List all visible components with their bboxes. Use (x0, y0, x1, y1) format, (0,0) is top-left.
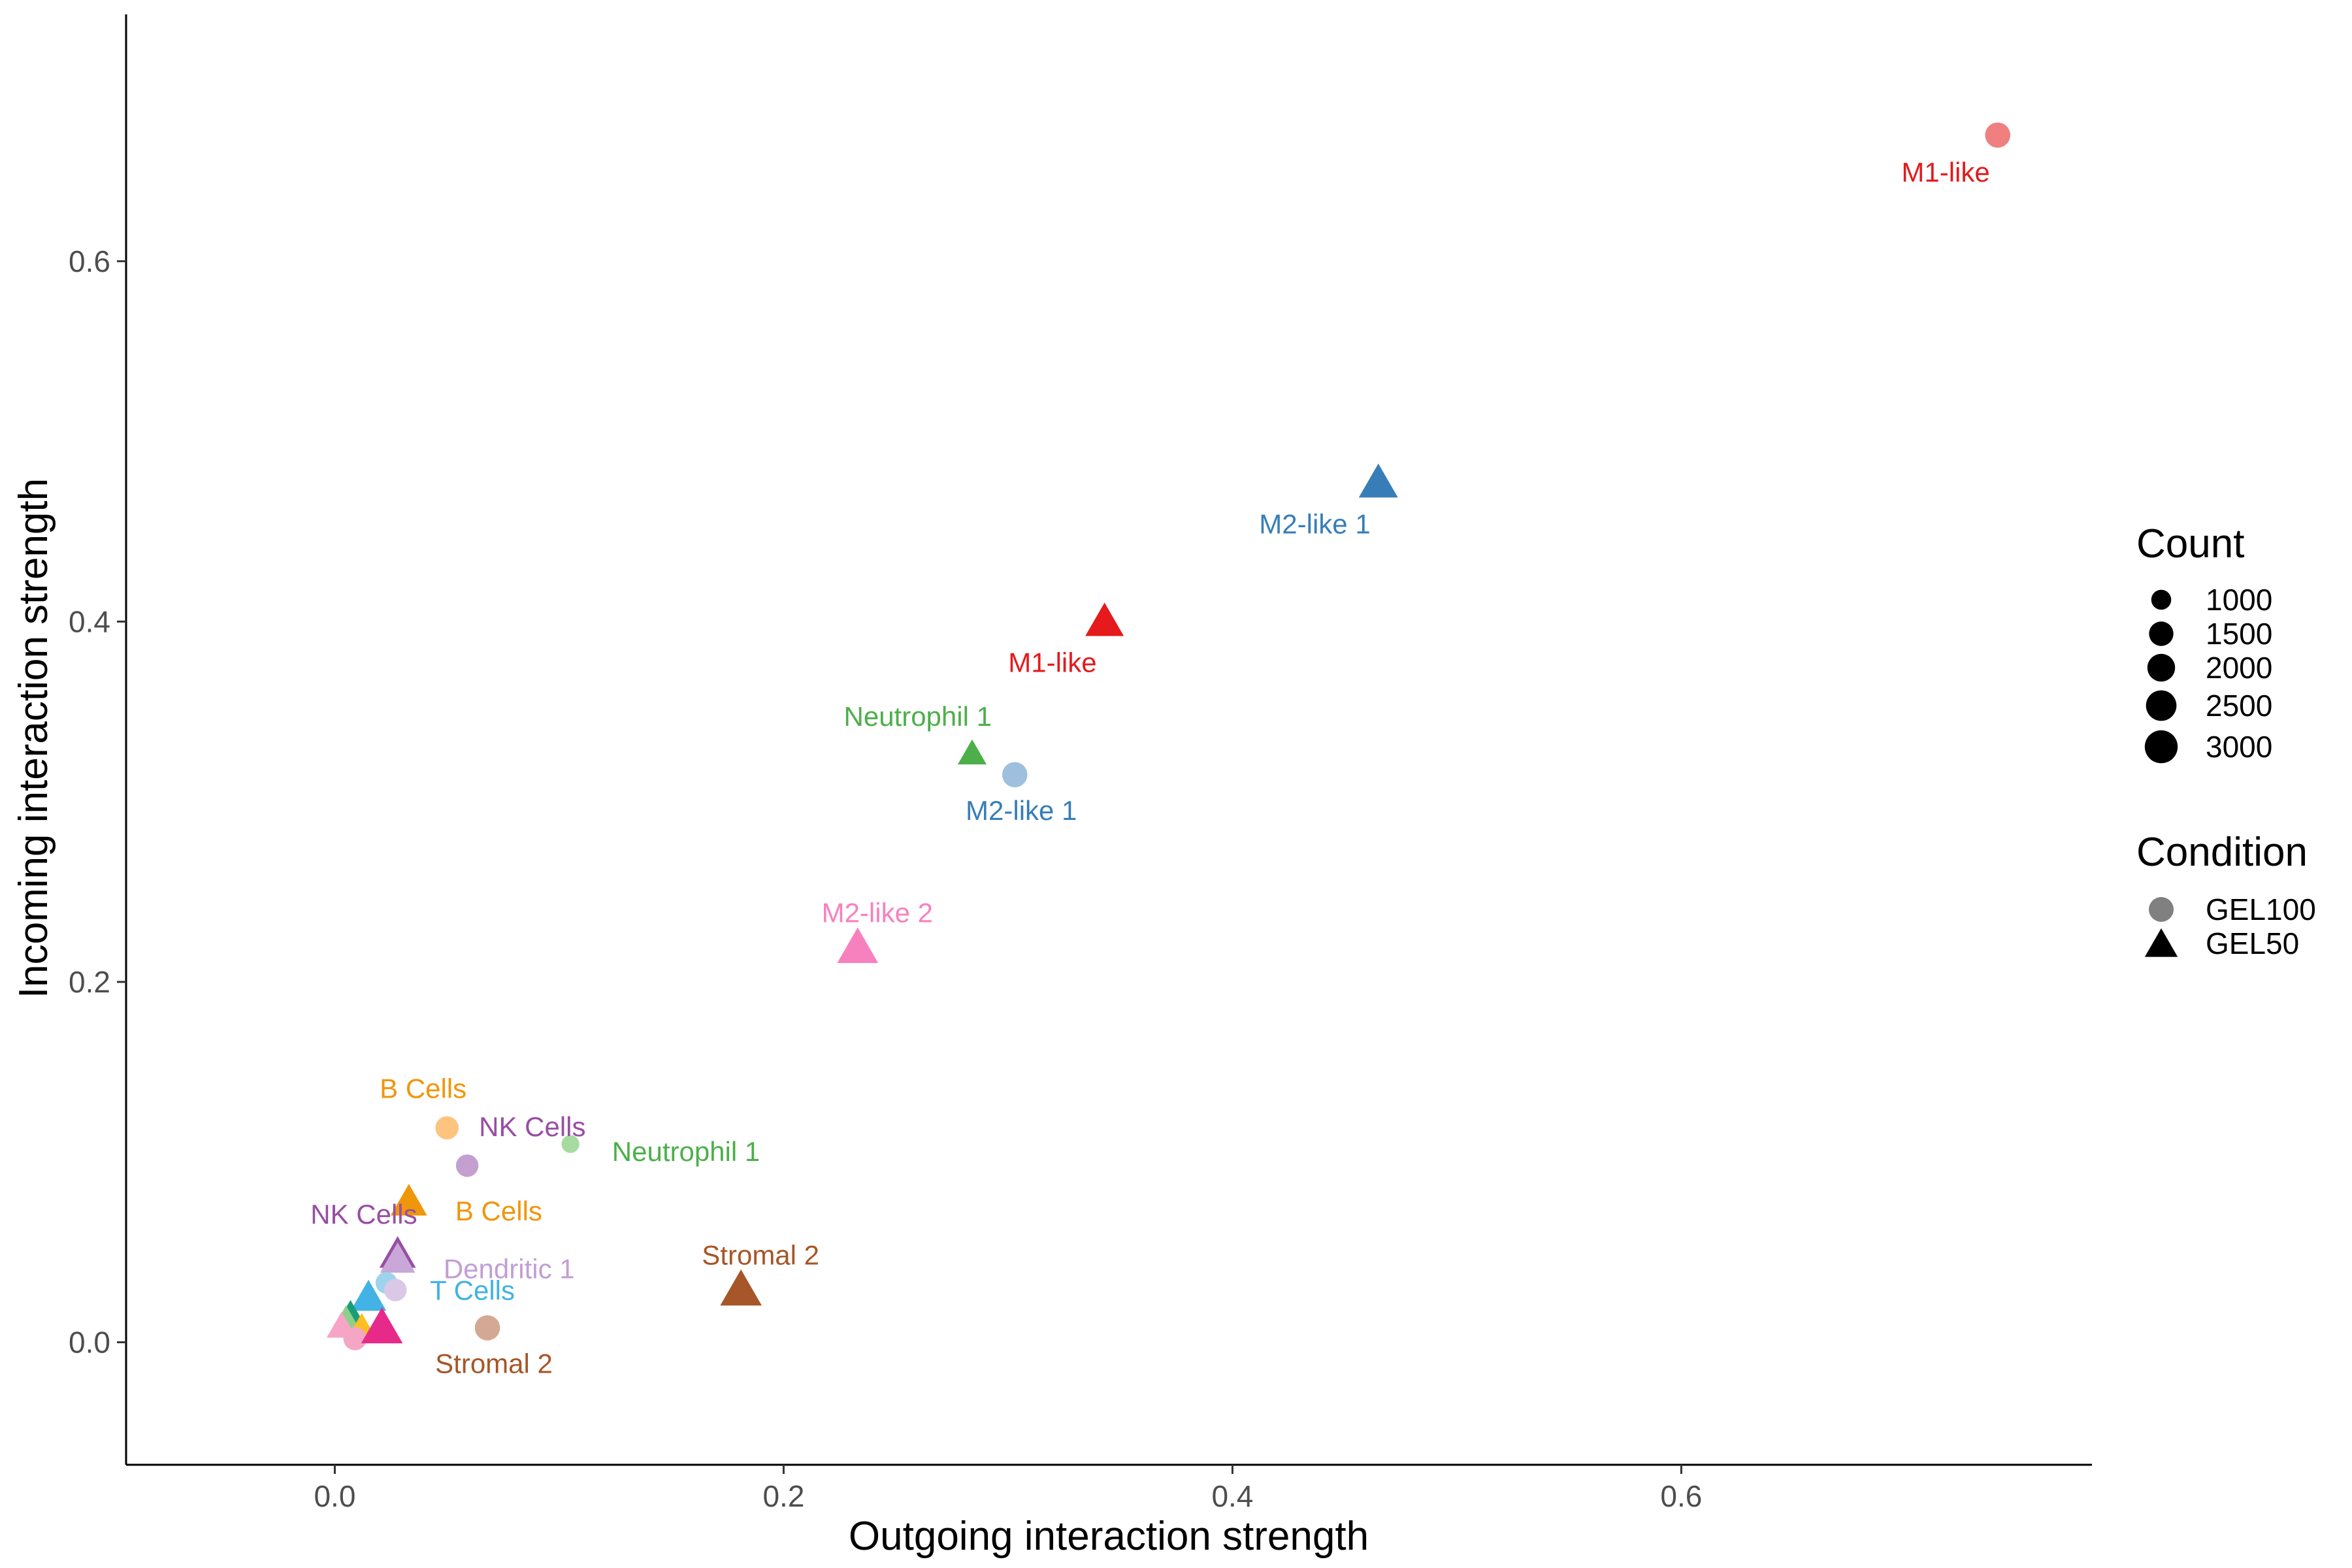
data-point-triangle (720, 1269, 762, 1306)
legend-condition-label: GEL50 (2206, 926, 2299, 960)
data-point-triangle (837, 927, 879, 963)
point-label: M2-like 1 (966, 795, 1077, 826)
legend-count-swatch (2146, 690, 2177, 721)
point-label: M1-like (1901, 157, 1989, 188)
legend-count-swatch (2144, 730, 2178, 764)
y-tick-label: 0.6 (69, 244, 110, 278)
data-point-triangle (390, 1184, 427, 1216)
legend-condition-label: GEL100 (2206, 892, 2316, 926)
point-label: B Cells (455, 1196, 542, 1226)
point-label: Stromal 2 (702, 1239, 819, 1270)
data-point-triangle (957, 739, 987, 764)
legend-count-label: 3000 (2206, 730, 2272, 764)
data-point-circle (1002, 762, 1028, 788)
point-label: Stromal 2 (435, 1348, 553, 1379)
point-label: M2-like 1 (1259, 508, 1370, 539)
point-label: T Cells (430, 1275, 515, 1305)
data-point-circle (561, 1135, 580, 1153)
x-tick-label: 0.2 (762, 1479, 804, 1513)
point-label: Neutrophil 1 (844, 701, 992, 732)
x-tick-label: 0.6 (1660, 1479, 1702, 1513)
point-label: NK Cells (479, 1111, 585, 1142)
x-tick-label: 0.0 (314, 1479, 355, 1513)
data-point-circle (435, 1116, 459, 1140)
legend-condition-title: Condition (2136, 830, 2308, 875)
x-tick-label: 0.4 (1211, 1479, 1253, 1513)
data-point-triangle (1085, 602, 1124, 636)
point-label: B Cells (380, 1073, 466, 1104)
point-labels: M1-like M2-like 1 M1-like Neutrophil 1 M2-li… (310, 157, 1989, 1379)
legend-triangle-swatch (2144, 928, 2178, 957)
legend-count-swatch (2149, 621, 2174, 646)
legend-count-label: 2000 (2206, 651, 2272, 685)
data-point-triangle (361, 1307, 403, 1344)
data-point-circle (455, 1154, 479, 1177)
legend-count-label: 2500 (2206, 689, 2272, 723)
legend-count-label: 1000 (2206, 583, 2272, 617)
y-tick-label: 0.2 (69, 965, 110, 999)
data-point-triangle (1358, 463, 1398, 498)
x-axis-title: Outgoing interaction strength (849, 1514, 1369, 1559)
axes: 0.0 0.2 0.4 0.6 0.0 0.2 0.4 0.6 (69, 14, 2092, 1513)
y-tick-label: 0.0 (69, 1325, 110, 1359)
data-point-triangle (380, 1242, 416, 1273)
legend-circle-swatch (2149, 897, 2174, 922)
data-point-circle (384, 1279, 407, 1301)
data-point-circle (343, 1327, 367, 1350)
legend-count-swatch (2151, 589, 2172, 610)
data-point-triangle (350, 1279, 387, 1311)
legend-count-title: Count (2136, 521, 2244, 566)
point-label: NK Cells (310, 1199, 417, 1230)
point-label: M2-like 2 (822, 898, 933, 928)
point-label: Neutrophil 1 (612, 1136, 760, 1167)
point-label: Dendritic 1 (444, 1253, 575, 1284)
legend-count-swatch (2147, 653, 2176, 682)
point-label: M1-like (1008, 647, 1096, 678)
legend-count-label: 1500 (2206, 617, 2272, 651)
data-point-circle (474, 1315, 500, 1341)
y-axis-title: Incoming interaction strength (11, 478, 56, 998)
y-tick-label: 0.4 (69, 604, 110, 638)
data-point-circle (1985, 122, 2011, 148)
data-points (326, 122, 2011, 1350)
